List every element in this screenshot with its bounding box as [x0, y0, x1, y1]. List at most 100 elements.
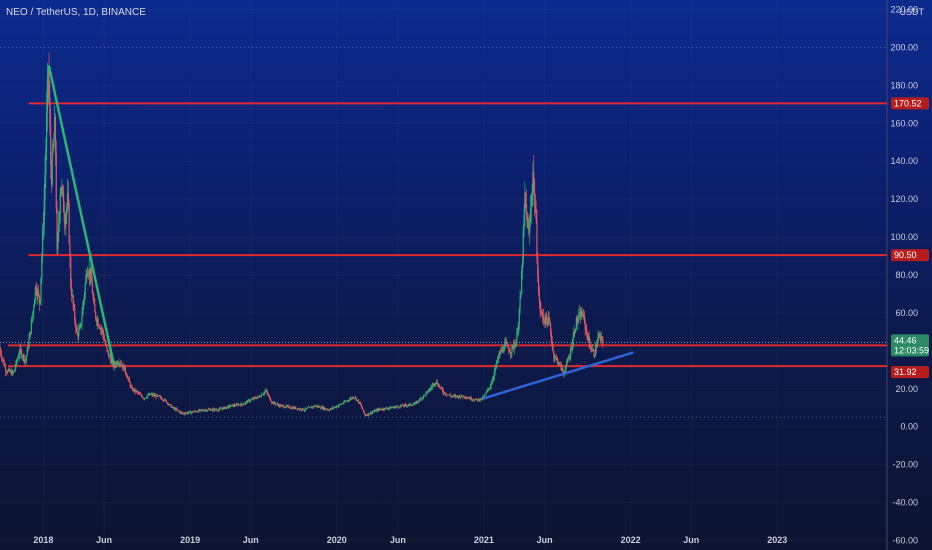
candle-body [104, 340, 106, 344]
candle-body [355, 397, 357, 401]
candle-body [372, 411, 374, 413]
candle-body [514, 345, 516, 347]
candle-body [207, 409, 209, 411]
candle-body [1, 354, 3, 359]
candle-body [220, 408, 222, 410]
candle-body [439, 385, 441, 388]
candle-body [105, 343, 107, 346]
candle-body [396, 406, 398, 407]
candle-body [551, 341, 553, 346]
candle-body [102, 329, 104, 334]
y-tick-label: 80.00 [895, 270, 918, 280]
candle-body [338, 404, 340, 406]
candle-body [268, 395, 270, 397]
candle-body [564, 371, 566, 373]
candle-body [292, 407, 294, 409]
candle-body [451, 396, 454, 397]
candle-body [439, 387, 442, 389]
candle-body [571, 344, 573, 350]
candle-body [309, 406, 311, 408]
candle-body [357, 400, 360, 403]
candle-body [241, 403, 243, 405]
candle-body [489, 386, 491, 389]
candle-body [244, 402, 246, 404]
x-axis[interactable]: 2018 Jun 2019 Jun 2020 Jun 2021 Jun 2022 Jun 2023 [33, 535, 787, 545]
candle-body [259, 396, 261, 398]
candle-body [506, 344, 508, 345]
candle-body [254, 397, 256, 399]
candle-body [494, 367, 496, 372]
candle-body [443, 392, 445, 394]
candle-body [353, 397, 355, 399]
candle-body [548, 317, 550, 321]
candle-body [405, 404, 407, 406]
candle-body [520, 293, 522, 298]
candle-body [517, 323, 520, 333]
candle-body [56, 208, 58, 250]
candle-body [431, 387, 433, 388]
candle-body [17, 358, 19, 361]
candle-body [77, 334, 79, 337]
candle-body [135, 389, 137, 393]
candle-body [215, 409, 217, 411]
candle-body [572, 337, 574, 345]
candle-body [151, 394, 153, 395]
badge-bg [891, 366, 929, 379]
candle-body [203, 410, 205, 412]
candle-body [450, 395, 452, 397]
candle-body [73, 304, 75, 309]
candle-body [181, 412, 183, 413]
candle-body [70, 256, 72, 288]
candle-body [246, 401, 248, 403]
candle-body [157, 395, 159, 397]
candle-body [44, 173, 46, 200]
candle-body [275, 404, 278, 405]
candle-body [252, 398, 254, 400]
candle-body [87, 273, 89, 277]
candle-body [531, 191, 533, 201]
candle-body [250, 399, 252, 401]
y-axis[interactable]: -60.00-40.00-20.000.0020.0040.0060.0080.… [890, 4, 918, 545]
candle-body [556, 357, 558, 360]
candle-body [547, 317, 549, 326]
candle-body [196, 411, 198, 413]
candle-body [21, 357, 24, 358]
candle-body [107, 349, 109, 352]
candle-body [209, 409, 212, 411]
candle-body [123, 364, 125, 371]
candle-body [94, 303, 96, 313]
x-tick-label: Jun [537, 535, 553, 545]
candle-body [199, 409, 201, 411]
candle-body [599, 334, 601, 336]
candle-body [0, 349, 2, 355]
candle-body [513, 345, 516, 349]
candle-body [271, 402, 274, 403]
candle-body [123, 366, 126, 371]
candle-body [485, 391, 487, 394]
candle-body [570, 348, 573, 350]
candle-body [261, 394, 263, 396]
candle-body [256, 397, 258, 399]
candle-body [357, 399, 359, 401]
candle-body [229, 405, 231, 407]
candle-body [427, 390, 430, 392]
candle-body [333, 407, 335, 408]
candle-body [587, 335, 589, 341]
candle-body [47, 68, 49, 79]
candle-body [336, 406, 338, 408]
candle-body [20, 348, 22, 352]
candle-body [436, 381, 438, 385]
candle-body [319, 406, 321, 409]
candle-body [28, 338, 30, 348]
candle-body [83, 294, 85, 301]
candle-body [365, 415, 367, 416]
candle-body [406, 405, 409, 407]
candle-body [52, 147, 54, 152]
candle-body [403, 404, 405, 407]
candle-body [93, 298, 95, 304]
candle-body [345, 401, 348, 402]
candle-body [120, 364, 122, 365]
candle-body [525, 204, 528, 213]
